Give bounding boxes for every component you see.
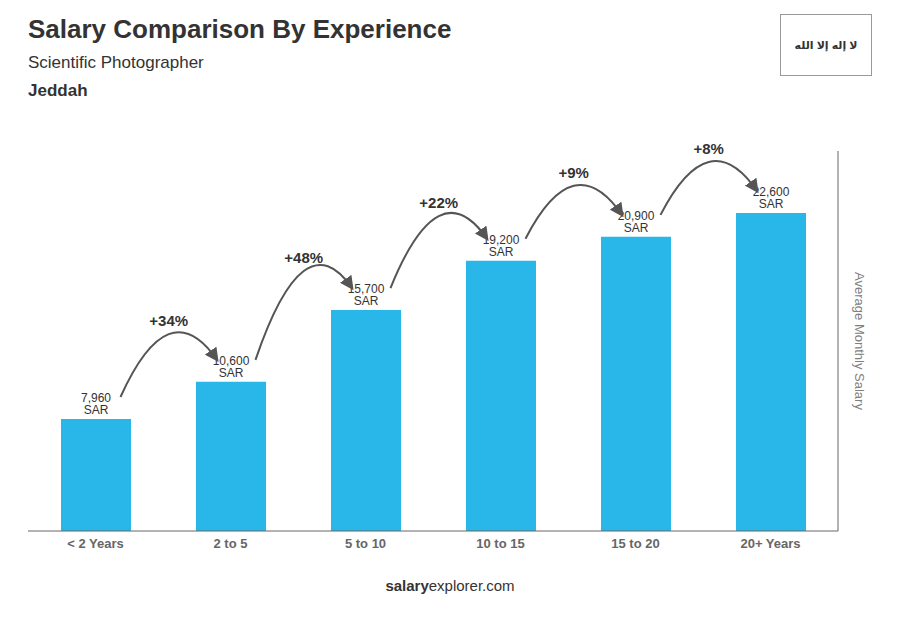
svg-text:+22%: +22% [419, 194, 458, 211]
html-text:لا إله إلا الله: لا إله إلا الله [794, 38, 858, 51]
svg-text:+9%: +9% [559, 164, 589, 181]
svg-text:20+ Years: 20+ Years [740, 536, 800, 551]
html-text:salary explorer.com: salary explorer.com [385, 577, 515, 594]
svg-text:Average Monthly Salary: Average Monthly Salary [852, 272, 867, 410]
svg-text:10,600SAR: 10,600SAR [213, 354, 250, 380]
html-text:Scientific Photographer: Scientific Photographer [28, 53, 204, 72]
svg-text:15 to 20: 15 to 20 [611, 536, 659, 551]
svg-text:20,900SAR: 20,900SAR [618, 209, 655, 235]
svg-text:+34%: +34% [149, 312, 188, 329]
svg-text:19,200SAR: 19,200SAR [483, 233, 520, 259]
svg-text:22,600SAR: 22,600SAR [753, 185, 790, 211]
svg-text:+8%: +8% [694, 140, 724, 157]
svg-text:7,960SAR: 7,960SAR [81, 391, 111, 417]
html-text:Jeddah: Jeddah [28, 81, 88, 100]
svg-text:15,700SAR: 15,700SAR [348, 282, 385, 308]
html-text:Salary Comparison By Experienc: Salary Comparison By Experience [28, 14, 452, 44]
svg-text:5 to 10: 5 to 10 [345, 536, 386, 551]
svg-text:+48%: +48% [284, 249, 323, 266]
svg-text:2 to 5: 2 to 5 [214, 536, 248, 551]
svg-text:< 2 Years: < 2 Years [67, 536, 124, 551]
svg-text:10 to 15: 10 to 15 [476, 536, 524, 551]
